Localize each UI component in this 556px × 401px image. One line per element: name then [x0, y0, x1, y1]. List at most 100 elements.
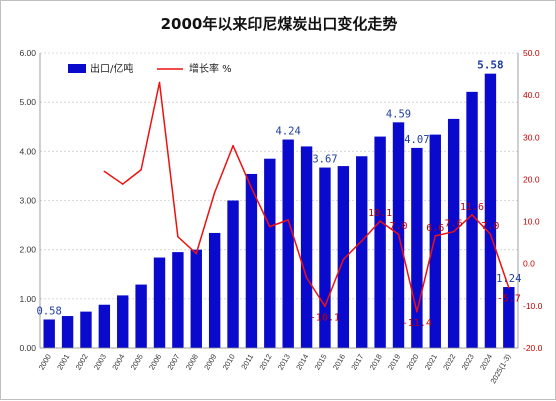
bar-2002: [80, 311, 92, 348]
axes: 0.001.002.003.004.005.006.00-20.0-10.00.…: [19, 48, 542, 385]
right-tick-label: 50.0: [523, 48, 540, 58]
growth-point-2003: [103, 170, 106, 173]
x-tick-label: 2022: [441, 353, 457, 372]
growth-point-2004: [121, 183, 124, 185]
bar-2006: [153, 257, 166, 348]
growth-value-label: 10.1: [368, 208, 392, 219]
bar-value-label: 4.24: [276, 126, 301, 138]
x-tick-label: 2020: [404, 353, 420, 372]
growth-point-2023: [471, 214, 473, 216]
x-tick-label: 2009: [202, 353, 218, 372]
bar-2025(1-3): [503, 287, 515, 348]
right-tick-label: 0.0: [523, 259, 535, 269]
legend-bar-swatch: [68, 64, 86, 73]
bar-2013: [282, 139, 294, 348]
bar-2000: [43, 319, 55, 348]
growth-point-2014: [305, 276, 308, 279]
x-tick-label: 2012: [257, 353, 273, 372]
right-tick-label: 10.0: [523, 217, 540, 227]
chart-title: 2000年以来印尼煤炭出口变化走势: [161, 15, 398, 33]
x-tick-label: 2007: [165, 353, 181, 372]
bar-value-label: 4.59: [386, 108, 411, 120]
growth-point-2008: [195, 252, 198, 255]
left-tick-label: 4.00: [19, 146, 36, 156]
growth-value-label: 7.6: [445, 219, 463, 230]
left-tick-label: 6.00: [19, 48, 36, 58]
bar-2009: [208, 232, 221, 348]
bar-2014: [300, 146, 313, 348]
growth-point-2025(1-3): [508, 286, 510, 289]
x-tick-label: 2005: [129, 353, 145, 372]
bar-2011: [245, 173, 258, 348]
growth-point-2022: [452, 230, 455, 233]
x-tick-label: 2024: [478, 353, 494, 372]
growth-point-2010: [232, 144, 234, 147]
growth-point-2005: [140, 168, 142, 171]
bar-value-label: 3.67: [312, 154, 337, 166]
left-tick-label: 1.00: [19, 294, 36, 304]
x-tick-label: 2017: [349, 353, 365, 372]
growth-value-label: -11.4: [402, 318, 432, 329]
x-tick-label: 2008: [184, 353, 200, 372]
bar-2022: [447, 118, 460, 348]
line-series: [103, 81, 510, 313]
growth-point-2012: [269, 225, 271, 228]
growth-point-2018: [379, 220, 381, 222]
bar-value-label: 4.07: [404, 134, 429, 146]
bar-2003: [98, 304, 111, 348]
grid: [40, 52, 518, 349]
data-labels: 0.58 4.24 3.67 4.59 4.07 5.58 1.24 -10.1 10.1 7.0…: [37, 59, 522, 329]
growth-point-2015: [324, 305, 326, 308]
x-tick-label: 2015: [313, 353, 329, 372]
x-tick-label: 2001: [55, 353, 71, 372]
growth-value-label: 7.0: [481, 221, 499, 232]
x-tick-label: 2019: [386, 353, 402, 372]
x-tick-label: 2014: [294, 353, 310, 372]
legend-bar-label: 出口/亿吨: [90, 62, 133, 75]
bar-2001: [61, 316, 74, 348]
left-tick-label: 3.00: [19, 196, 36, 206]
growth-point-2021: [434, 235, 437, 237]
x-tick-label: 2016: [331, 353, 347, 372]
growth-point-2013: [287, 219, 289, 221]
growth-point-2017: [360, 240, 363, 242]
bar-series: [43, 73, 515, 349]
x-tick-label: 2021: [423, 353, 439, 372]
bar-value-label: 5.58: [477, 59, 504, 72]
growth-point-2009: [213, 191, 216, 194]
bar-2016: [337, 166, 350, 348]
bar-2021: [429, 134, 441, 348]
x-tick-label: 2023: [460, 353, 476, 372]
x-tick-label: 2018: [368, 353, 384, 372]
growth-value-label: 7.0: [389, 221, 407, 232]
growth-value-label: -5.7: [497, 294, 521, 305]
growth-value-label: -10.1: [310, 312, 340, 323]
legend-line-label: 增长率 %: [189, 62, 232, 75]
bar-2023: [466, 91, 478, 348]
bar-2017: [356, 156, 368, 348]
bar-2010: [227, 200, 239, 348]
bar-2020: [411, 147, 423, 348]
right-tick-label: 40.0: [523, 90, 540, 100]
bar-2007: [172, 252, 184, 348]
bar-2004: [117, 295, 129, 348]
x-tick-label: 2002: [74, 353, 90, 372]
left-tick-label: 5.00: [19, 97, 36, 107]
legend: 出口/亿吨 增长率 %: [68, 62, 232, 75]
right-tick-label: -10.0: [523, 301, 543, 311]
growth-value-label: 11.6: [460, 202, 484, 213]
x-tick-label: 2000: [37, 353, 53, 372]
growth-point-2024: [489, 233, 492, 236]
growth-point-2016: [342, 258, 345, 261]
right-tick-label: 20.0: [523, 174, 540, 184]
bar-2018: [374, 136, 386, 348]
bar-value-label: 0.58: [37, 305, 62, 317]
growth-point-2019: [397, 233, 400, 236]
bar-2008: [190, 249, 202, 348]
bar-2005: [135, 284, 147, 348]
growth-point-2020: [416, 310, 418, 313]
bar-2012: [264, 158, 276, 348]
growth-point-2011: [250, 187, 253, 189]
right-tick-label: -20.0: [523, 343, 543, 353]
